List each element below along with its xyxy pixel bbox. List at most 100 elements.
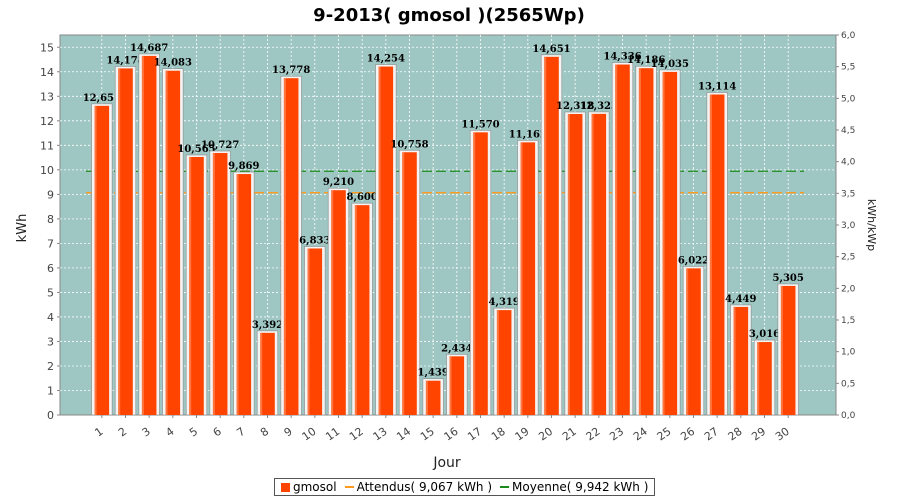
y-tick-label: 15 [40, 41, 54, 54]
legend-swatch-moyenne [500, 486, 510, 488]
y-right-tick-label: 3,0 [841, 221, 856, 231]
bar-value-label: 12,323 [580, 101, 618, 112]
bar [189, 156, 204, 415]
y-tick-label: 9 [47, 188, 54, 201]
y-right-tick-label: 0,5 [841, 379, 855, 389]
bar-highlight [638, 68, 641, 415]
x-tick-label: 6 [211, 425, 224, 440]
bar-highlight [615, 64, 618, 415]
bar-highlight [165, 70, 168, 416]
x-tick-label: 2 [116, 425, 129, 440]
x-tick-label: 23 [607, 425, 626, 444]
bar [118, 68, 133, 415]
y-right-tick-label: 0,0 [841, 411, 856, 421]
bar-value-label: 10,727 [201, 140, 239, 151]
bar-highlight [141, 55, 144, 416]
bar [307, 248, 323, 415]
x-tick-label: 8 [258, 425, 271, 440]
chart-title: 9-2013( gmosol )(2565Wp) [313, 5, 585, 26]
x-tick-label: 29 [749, 425, 768, 444]
y-tick-label: 14 [40, 66, 54, 79]
x-tick-label: 14 [394, 425, 413, 444]
bar [615, 64, 630, 415]
y-right-tick-label: 2,0 [841, 284, 856, 294]
bar [520, 142, 536, 416]
y-tick-label: 5 [47, 286, 54, 299]
bar [354, 205, 370, 415]
bar [94, 105, 110, 416]
x-tick-label: 17 [465, 425, 484, 444]
y-right-tick-label: 4,5 [841, 126, 855, 136]
bar-highlight [118, 68, 121, 415]
bar-value-label: 3,392 [252, 320, 283, 331]
bar [236, 174, 252, 415]
bar [544, 56, 559, 415]
bar-value-label: 12,318 [556, 101, 594, 112]
x-tick-label: 3 [140, 425, 153, 440]
y-tick-label: 6 [47, 262, 54, 275]
bar-highlight [757, 342, 760, 415]
bar-value-label: 14,035 [651, 59, 689, 70]
bar [425, 380, 441, 415]
legend-item-gmosol: gmosol [281, 480, 337, 494]
bar [212, 153, 228, 415]
bar [165, 70, 181, 416]
bar-value-label: 10,758 [390, 139, 428, 150]
x-tick-label: 22 [584, 425, 603, 444]
x-axis-label: Jour [432, 455, 461, 471]
y-tick-label: 13 [40, 90, 54, 103]
x-tick-label: 10 [300, 425, 319, 444]
x-tick-label: 24 [631, 425, 650, 444]
bar-highlight [307, 248, 310, 415]
bar-value-label: 14,178 [106, 55, 144, 66]
x-tick-label: 1 [92, 425, 105, 440]
bar-value-label: 1,439 [418, 368, 449, 379]
bar-value-label: 3,016 [749, 329, 780, 340]
legend-label-gmosol: gmosol [293, 480, 337, 494]
x-tick-label: 28 [726, 425, 745, 444]
x-tick-label: 21 [560, 425, 579, 444]
bar-value-label: 11,162 [509, 129, 547, 140]
bar [757, 342, 772, 415]
bar [567, 114, 583, 416]
y-right-tick-label: 5,0 [841, 94, 856, 104]
bar-value-label: 5,305 [773, 273, 804, 284]
y-right-tick-label: 1,5 [841, 316, 855, 326]
bar-highlight [354, 205, 357, 415]
bar-value-label: 11,570 [461, 119, 499, 130]
bar-highlight [591, 113, 594, 415]
bar-value-label: 14,651 [532, 44, 570, 55]
y-tick-label: 3 [47, 335, 54, 348]
bar-highlight [236, 174, 239, 415]
legend-label-moyenne: Moyenne( 9,942 kWh ) [512, 480, 649, 494]
bar-highlight [780, 285, 783, 415]
legend-swatch-gmosol [281, 482, 290, 492]
x-tick-label: 26 [678, 425, 697, 444]
bar-value-label: 13,778 [272, 65, 310, 76]
bar-highlight [94, 105, 97, 416]
bar-highlight [449, 356, 452, 415]
x-tick-label: 13 [371, 425, 390, 444]
x-tick-label: 20 [536, 425, 555, 444]
bar-highlight [709, 94, 712, 415]
y-tick-label: 0 [47, 409, 54, 422]
x-tick-label: 30 [773, 425, 792, 444]
x-tick-label: 25 [655, 425, 674, 444]
y-tick-label: 11 [40, 139, 54, 152]
x-tick-label: 5 [187, 425, 200, 440]
bar-highlight [260, 332, 263, 415]
y-tick-label: 12 [40, 115, 54, 128]
bar-value-label: 14,687 [130, 43, 168, 54]
y-right-tick-label: 2,5 [841, 253, 855, 263]
bar [402, 152, 417, 415]
x-tick-label: 9 [282, 425, 295, 440]
bar-value-label: 12,651 [83, 93, 121, 104]
y-tick-label: 7 [47, 237, 54, 250]
y-right-tick-label: 6,0 [841, 31, 856, 41]
bar-value-label: 9,210 [323, 177, 354, 188]
bar-highlight [425, 380, 428, 415]
bar-highlight [283, 78, 286, 416]
bar-value-label: 10,565 [177, 144, 215, 155]
legend-swatch-attendus [344, 486, 354, 488]
